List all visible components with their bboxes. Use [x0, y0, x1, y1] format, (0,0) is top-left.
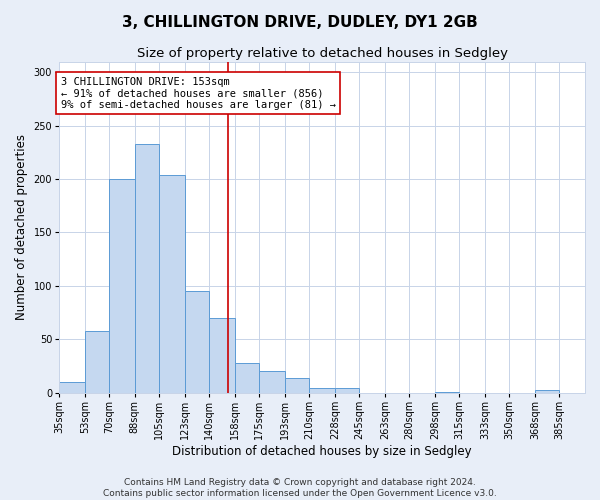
Bar [285, 378, 309, 392]
Title: Size of property relative to detached houses in Sedgley: Size of property relative to detached ho… [137, 48, 508, 60]
Bar [159, 175, 185, 392]
Bar [59, 382, 85, 392]
Text: 3 CHILLINGTON DRIVE: 153sqm
← 91% of detached houses are smaller (856)
9% of sem: 3 CHILLINGTON DRIVE: 153sqm ← 91% of det… [61, 76, 335, 110]
Text: 3, CHILLINGTON DRIVE, DUDLEY, DY1 2GB: 3, CHILLINGTON DRIVE, DUDLEY, DY1 2GB [122, 15, 478, 30]
Bar [335, 388, 359, 392]
X-axis label: Distribution of detached houses by size in Sedgley: Distribution of detached houses by size … [172, 444, 472, 458]
Bar [209, 318, 235, 392]
Bar [85, 330, 109, 392]
Bar [259, 372, 285, 392]
Bar [135, 144, 159, 392]
Bar [535, 390, 559, 392]
Bar [235, 362, 259, 392]
Y-axis label: Number of detached properties: Number of detached properties [15, 134, 28, 320]
Text: Contains HM Land Registry data © Crown copyright and database right 2024.
Contai: Contains HM Land Registry data © Crown c… [103, 478, 497, 498]
Bar [185, 291, 209, 392]
Bar [109, 179, 135, 392]
Bar [309, 388, 335, 392]
